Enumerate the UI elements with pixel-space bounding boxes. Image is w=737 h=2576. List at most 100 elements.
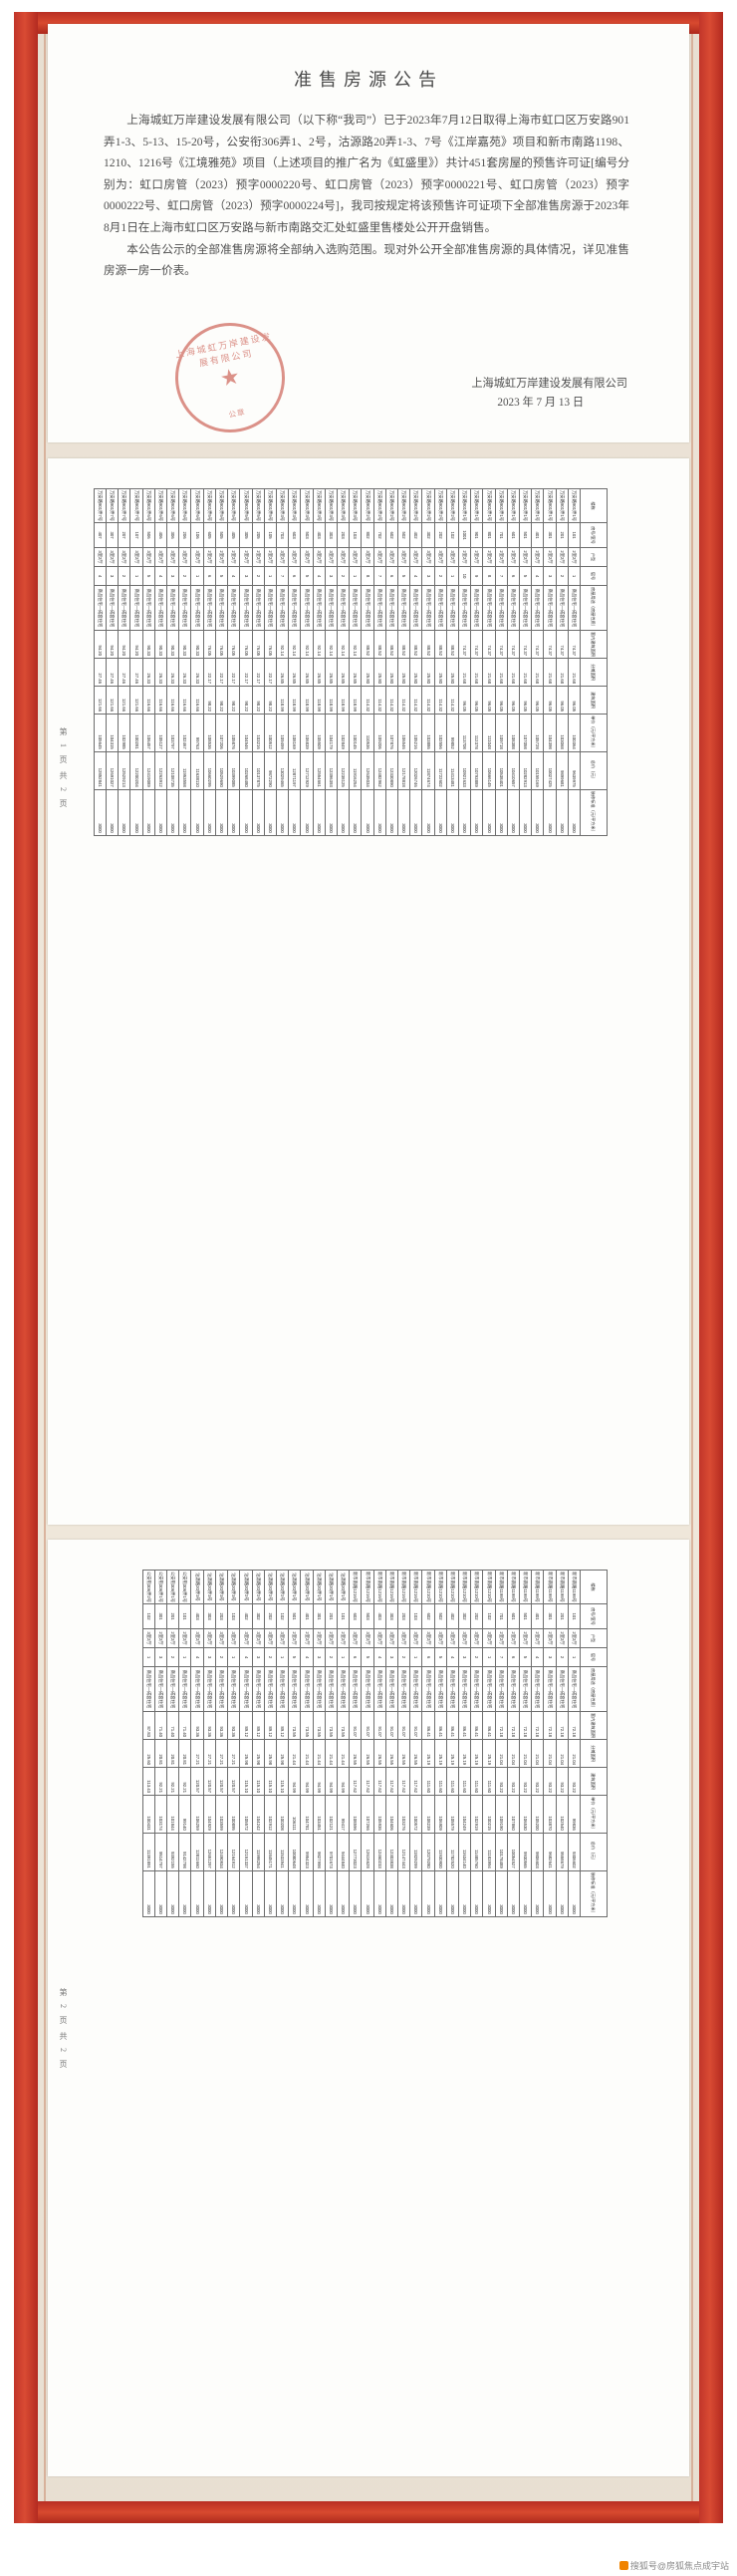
table-cell: 万安路901弄7号 (118, 488, 130, 523)
table-cell: 2 (434, 566, 447, 586)
table-cell: 2室2厅 (203, 547, 216, 567)
table-cell: 3000 (568, 1870, 581, 1917)
page-label-1: 第 1 页 共 2 页 (59, 727, 68, 810)
table-cell: 3室2厅 (397, 1628, 410, 1648)
table-cell: 新市南路1210号 (482, 1570, 496, 1604)
table-cell: 96.05 (543, 686, 557, 715)
table-cell: 3000 (288, 789, 301, 836)
table-cell: 新市南路1198号 (543, 1570, 557, 1604)
table-cell: 406 (154, 522, 167, 548)
table-cell: 100364 (568, 714, 581, 752)
table-cell: 沽源路20弄2号 (252, 1570, 265, 1604)
table-cell: 107058 (519, 714, 532, 752)
table-cell: 102121 (325, 1795, 338, 1834)
table-cell: 万安路901弄6号 (142, 488, 155, 523)
announcement-sheet: 准售房源公告 上海城虹万岸建设发展有限公司（以下称“我司”）已于2023年7月1… (48, 24, 689, 442)
table-cell: 9639975 (568, 751, 581, 790)
table-cell: 3室2厅 (446, 547, 459, 567)
col-header-building: 楼栋 (580, 1570, 608, 1604)
table-cell: 1 (568, 1647, 581, 1667)
table-cell: 商品住宅—成套住宅 (531, 1666, 544, 1712)
table-cell: 94.20 (118, 630, 130, 659)
table-cell: 104249 (458, 1795, 471, 1834)
table-cell: 89.12 (276, 1711, 289, 1740)
table-cell: 商品住宅—成套住宅 (421, 1666, 435, 1712)
table-cell: 4 (94, 566, 107, 586)
table-cell: 9701673 (325, 1833, 338, 1871)
table-cell: 103797 (166, 714, 179, 752)
table-cell: 10399085 (227, 751, 240, 790)
table-cell: 万安路901弄5号 (264, 488, 277, 523)
table-cell: 92.14 (300, 630, 314, 659)
table-cell: 3室2厅 (154, 547, 167, 567)
table-cell: 103174 (154, 1795, 167, 1834)
table-cell: 76.05 (203, 630, 216, 659)
table-cell: 6 (288, 566, 301, 586)
table-cell: 100895 (227, 1795, 240, 1834)
table-cell: 10155169 (531, 751, 544, 790)
table-cell: 94.99 (288, 1767, 301, 1796)
table-cell: 108596 (349, 1795, 362, 1834)
table-cell: 117.62 (409, 1767, 422, 1796)
table-cell: 3室2厅 (313, 547, 326, 567)
table-cell: 2室2厅 (556, 1628, 569, 1648)
table-row: 公安衔306弄2号 102 3室2厅 1 商品住宅—成套住宅 87.83 25.60 113.… (142, 1570, 155, 1917)
table-cell: 3000 (434, 789, 447, 836)
table-cell: 25.80 (397, 658, 410, 687)
table-cell: 71.40 (154, 1711, 167, 1740)
table-cell: 102849 (337, 714, 350, 752)
table-cell: 403 (373, 1603, 386, 1629)
table-cell: 76.05 (252, 630, 265, 659)
table-cell: 301 (154, 1603, 167, 1629)
table-row: 万安路901弄3号 403 3室2厅 4 商品住宅—成套住宅 92.14 26.85 118.… (313, 488, 326, 836)
table-cell: 3000 (325, 1870, 338, 1917)
table-cell: 10666145 (482, 751, 496, 790)
table-cell: 11782520 (446, 1833, 459, 1871)
table-cell: 新市南路1198号 (531, 1570, 544, 1604)
table-row: 新市南路1216号 203 3室2厅 2 商品住宅—成套住宅 91.07 26.55 117.… (397, 1570, 410, 1917)
table-cell: 11874674 (421, 751, 435, 790)
table-cell: 3000 (239, 1870, 253, 1917)
table-cell: 105216 (409, 714, 422, 752)
table-row: 万安路901弄7号 107 3室2厅 1 商品住宅—成套住宅 94.20 27.46 121.… (129, 488, 143, 836)
table-cell: 3000 (300, 789, 314, 836)
table-cell: 2室2厅 (458, 547, 471, 567)
table-cell: 3室2厅 (361, 1628, 374, 1648)
price-table-2-body: 新市南路1198号 101 2室2厅 1 商品住宅—成套住宅 72.18 21.04 93.2… (142, 1570, 581, 1917)
table-cell: 3室2厅 (434, 547, 447, 567)
table-cell: 3室2厅 (276, 547, 289, 567)
table-row: 沽源路20弄1号 301 2室2厅 3 商品住宅—成套住宅 73.55 21.44 94.99… (313, 1570, 326, 1917)
table-cell: 501 (288, 1603, 301, 1629)
table-cell: 3000 (556, 789, 569, 836)
table-cell: 新市南路1210号 (421, 1570, 435, 1604)
table-cell: 12482962 (373, 751, 386, 790)
table-cell: 6 (203, 566, 216, 586)
table-cell: 102 (446, 522, 459, 548)
table-cell: 120.57 (203, 1767, 216, 1796)
table-cell: 9827998 (313, 1833, 326, 1871)
table-cell: 6 (507, 1647, 520, 1667)
table-row: 新市南路1198号 201 2室2厅 2 商品住宅—成套住宅 72.18 21.04 93.2… (556, 1570, 569, 1917)
table-cell: 11845171 (264, 1833, 277, 1871)
table-cell: 10793889 (470, 751, 483, 790)
table-cell: 107876 (385, 714, 398, 752)
table-cell: 109190 (495, 1795, 508, 1834)
table-cell: 104242 (252, 1795, 265, 1834)
table-cell: 118.99 (288, 686, 301, 715)
table-cell: 103870 (543, 1795, 557, 1834)
table-cell: 3000 (421, 789, 435, 836)
table-cell: 商品住宅—成套住宅 (543, 1666, 557, 1712)
table-cell: 605 (203, 522, 216, 548)
table-cell: 91.07 (385, 1711, 398, 1740)
table-cell: 12238125 (337, 751, 350, 790)
table-cell: 25.80 (409, 658, 422, 687)
table-cell: 90.33 (166, 630, 179, 659)
table-cell: 3000 (495, 1870, 508, 1917)
table-cell: 3室2厅 (373, 1628, 386, 1648)
table-cell: 万安路901弄2号 (373, 488, 386, 523)
table-cell: 新市南路1216号 (397, 1570, 410, 1604)
table-cell: 万安路901弄1号 (568, 488, 581, 523)
table-cell: 12773023 (349, 1833, 362, 1871)
company-seal: 上海城虹万岸建设发展有限公司 ★ 公章 (165, 313, 295, 442)
table-cell: 沽源路20弄2号 (239, 1570, 253, 1604)
